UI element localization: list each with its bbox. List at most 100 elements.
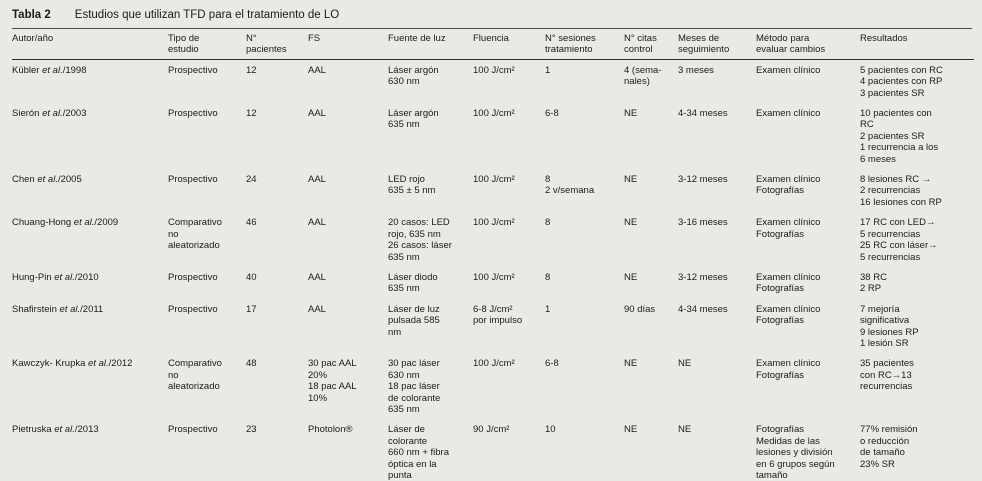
cell-autor: Sierón et al./2003 — [12, 108, 87, 120]
table-row: Chuang-Hong et al./2009 Comparativo no alea… — [12, 213, 974, 268]
cell-autor: Shafirstein et al./2011 — [12, 303, 104, 315]
cell-seguimiento: 3-16 meses — [678, 217, 728, 229]
cell-tipo: Prospectivo — [168, 64, 218, 76]
cell-metodo: Examen clínico Fotografías — [756, 271, 821, 295]
cell-tipo: Comparativo no aleatorizado — [168, 358, 222, 393]
cell-fuente: Láser de luz pulsada 585 nm — [388, 303, 440, 338]
cell-fluencia: 100 J/cm² — [473, 217, 515, 229]
cell-fluencia: 100 J/cm² — [473, 174, 515, 186]
cell-pacientes: 48 — [246, 358, 257, 370]
cell-fluencia: 6-8 J/cm² por impulso — [473, 303, 523, 327]
table-row: Sierón et al./2003 Prospectivo 12 AAL Láser … — [12, 104, 974, 170]
cell-autor: Kawczyk- Krupka et al./2012 — [12, 358, 133, 370]
table-row: Hung-Pin et al./2010 Prospectivo 40 AAL Láse… — [12, 268, 974, 300]
cell-fs: 30 pac AAL 20% 18 pac AAL 10% — [308, 358, 357, 404]
cell-pacientes: 40 — [246, 271, 257, 283]
cell-fs: AAL — [308, 271, 326, 283]
column-header-fuente: Fuente de luz — [388, 29, 473, 60]
column-header-fs: FS — [308, 29, 388, 60]
column-header-metodo: Método para evaluar cambios — [756, 29, 860, 60]
table-row: Kawczyk- Krupka et al./2012 Comparativo no… — [12, 354, 974, 420]
cell-metodo: Examen clínico — [756, 108, 821, 120]
cell-resultados: 77% remisión o reducción de tamaño 23% SR — [860, 424, 918, 470]
table-row: Chen et al./2005 Prospectivo 24 AAL LED rojo… — [12, 170, 974, 213]
cell-autor: Pietruska et al./2013 — [12, 424, 99, 436]
cell-seguimiento: 3-12 meses — [678, 174, 728, 186]
cell-resultados: 10 pacientes con RC 2 pacientes SR 1 recurr… — [860, 108, 939, 165]
cell-tipo: Prospectivo — [168, 303, 218, 315]
cell-metodo: Examen clínico Fotografías — [756, 217, 821, 240]
cell-citas: NE — [624, 358, 638, 370]
cell-sesiones: 6-8 — [545, 358, 559, 370]
cell-tipo: Prospectivo — [168, 108, 218, 120]
cell-fluencia: 100 J/cm² — [473, 358, 515, 370]
table-caption: Tabla 2 Estudios que utilizan TFD para el… — [12, 8, 972, 29]
cell-fs: AAL — [308, 64, 326, 76]
studies-table: Autor/año Tipo de estudio N° pacientes FS Fuen… — [12, 29, 974, 481]
table-header: Autor/año Tipo de estudio N° pacientes FS Fuen… — [12, 29, 974, 60]
cell-pacientes: 17 — [246, 303, 257, 315]
cell-seguimiento: 4-34 meses — [678, 108, 728, 120]
table-label: Tabla 2 — [12, 9, 51, 21]
cell-metodo: Fotografías Medidas de las lesiones y divi… — [756, 424, 835, 481]
cell-sesiones: 10 — [545, 424, 556, 436]
table-title: Estudios que utilizan TFD para el tratam… — [74, 9, 340, 21]
cell-tipo: Prospectivo — [168, 271, 218, 283]
cell-sesiones: 8 — [545, 217, 551, 229]
cell-resultados: 7 mejoría significativa 9 lesiones RP 1 les… — [860, 303, 919, 349]
cell-seguimiento: 3-12 meses — [678, 271, 728, 283]
cell-autor: Chuang-Hong et al./2009 — [12, 217, 119, 229]
cell-tipo: Prospectivo — [168, 424, 218, 436]
column-header-pacientes: N° pacientes — [246, 29, 308, 60]
cell-pacientes: 23 — [246, 424, 257, 436]
cell-pacientes: 12 — [246, 108, 257, 120]
cell-resultados: 35 pacientes con RC→13 recurrencias — [860, 358, 914, 393]
cell-sesiones: 6-8 — [545, 108, 559, 120]
cell-citas: NE — [624, 424, 638, 436]
cell-metodo: Examen clínico Fotografías — [756, 174, 821, 197]
cell-fluencia: 100 J/cm² — [473, 271, 515, 283]
column-header-tipo: Tipo de estudio — [168, 29, 246, 60]
cell-citas: NE — [624, 174, 638, 186]
cell-metodo: Examen clínico Fotografías — [756, 358, 821, 381]
table-row: Kübler et al./1998 Prospectivo 12 AAL Láser … — [12, 59, 974, 104]
cell-autor: Kübler et al./1998 — [12, 64, 87, 76]
cell-pacientes: 24 — [246, 174, 257, 186]
table-body: Kübler et al./1998 Prospectivo 12 AAL Láser … — [12, 59, 974, 481]
cell-citas: NE — [624, 108, 638, 120]
cell-metodo: Examen clínico Fotografías — [756, 303, 821, 327]
cell-fs: AAL — [308, 303, 326, 315]
cell-resultados: 17 RC con LED→ 5 recurrencias 25 RC con lá… — [860, 217, 938, 263]
cell-resultados: 8 lesiones RC → 2 recurrencias 16 lesiones… — [860, 174, 942, 208]
cell-seguimiento: NE — [678, 358, 692, 370]
cell-resultados: 38 RC 2 RP — [860, 271, 887, 295]
column-header-fluencia: Fluencia — [473, 29, 545, 60]
cell-seguimiento: 4-34 meses — [678, 303, 728, 315]
cell-fs: AAL — [308, 217, 326, 229]
cell-fuente: Láser de colorante 660 nm + fibra óptica en… — [388, 424, 449, 481]
cell-fuente: Láser argón 635 nm — [388, 108, 439, 131]
cell-fluencia: 90 J/cm² — [473, 424, 510, 436]
cell-fs: AAL — [308, 108, 326, 120]
cell-fuente: Láser diodo 635 nm — [388, 271, 438, 295]
cell-citas: NE — [624, 271, 638, 283]
column-header-seguimiento: Meses de seguimiento — [678, 29, 756, 60]
cell-fs: Photolon® — [308, 424, 353, 436]
cell-citas: 4 (sema-nales) — [624, 64, 662, 88]
cell-sesiones: 1 — [545, 64, 551, 76]
cell-metodo: Examen clínico — [756, 64, 821, 76]
column-header-sesiones: N° sesiones tratamiento — [545, 29, 624, 60]
header-row: Autor/año Tipo de estudio N° pacientes FS Fuen… — [12, 29, 974, 60]
table-row: Pietruska et al./2013 Prospectivo 23 Photol… — [12, 420, 974, 481]
cell-sesiones: 8 — [545, 271, 551, 283]
column-header-autor: Autor/año — [12, 29, 168, 60]
cell-fluencia: 100 J/cm² — [473, 64, 515, 76]
cell-sesiones: 1 — [545, 303, 551, 315]
cell-seguimiento: NE — [678, 424, 692, 436]
column-header-citas: N° citas control — [624, 29, 678, 60]
cell-seguimiento: 3 meses — [678, 64, 714, 76]
cell-citas: 90 días — [624, 303, 656, 315]
cell-tipo: Prospectivo — [168, 174, 218, 186]
